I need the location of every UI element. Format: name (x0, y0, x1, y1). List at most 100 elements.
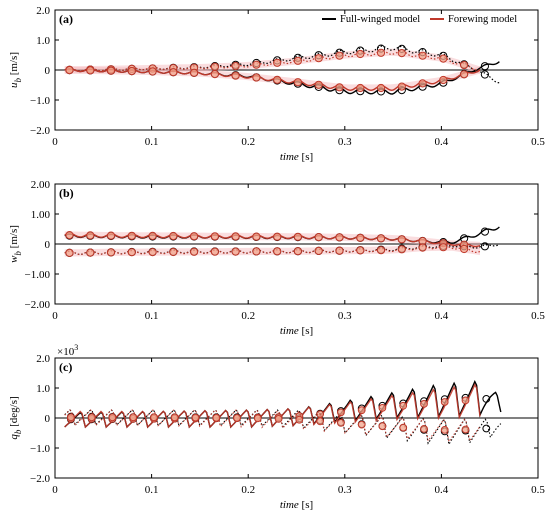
x-axis-label-main: time (280, 499, 299, 511)
marker-full_dotted (482, 424, 491, 433)
x-tick-label: 0.5 (531, 310, 545, 322)
marker-fore_lower (127, 248, 136, 257)
marker-fore_upper (252, 232, 261, 241)
y-axis-label-sub: b (13, 429, 23, 434)
x-tick-label: 0.2 (241, 484, 255, 496)
marker-fore_lower (252, 247, 261, 256)
x-tick-label: 0.4 (435, 310, 449, 322)
marker-fore_dotted (212, 413, 221, 422)
y-axis-label-sub: b (13, 77, 23, 82)
panel-b: 0 0.1 0.2 0.3 0.4 0.5 −2.00 −1.00 0 1.00 2.00 time … (8, 179, 545, 337)
y-tick-label: −2.0 (30, 473, 50, 485)
marker-fore_solid (399, 401, 408, 410)
marker-fore_solid (378, 404, 387, 412)
y-tick-label: −2.00 (25, 299, 51, 311)
marker-fore_upper (86, 231, 95, 240)
marker-fore_upper (293, 232, 302, 241)
marker-fore_lower (418, 79, 427, 88)
marker-fore_dotted (150, 413, 158, 422)
marker-fore_dotted (357, 420, 366, 429)
marker-fore_upper (210, 232, 219, 241)
panel-c: 0 0.1 0.2 0.3 0.4 0.5 −2.0 −1.0 0 1.0 2.0 time [s] q… (8, 343, 545, 511)
y-tick-label: 2.0 (36, 353, 50, 365)
x-tick-label: 0 (52, 310, 58, 322)
x-tick-label: 0.3 (338, 136, 352, 148)
marker-fore_lower (376, 83, 386, 93)
marker-fore_upper (356, 233, 365, 242)
y-tick-label: −1.0 (30, 95, 50, 107)
marker-fore_upper (335, 233, 344, 242)
marker-fore_dotted (399, 423, 408, 432)
x-axis-label: time [s] (280, 499, 313, 511)
marker-fore_dotted (274, 415, 283, 423)
marker-fore_lower (169, 68, 178, 77)
uncertainty-band (64, 243, 480, 257)
marker-fore_upper (314, 54, 323, 63)
marker-fore_lower (210, 247, 219, 256)
marker-fore_upper (65, 231, 74, 240)
marker-fore_dotted (253, 414, 262, 423)
panel-a: 0 0.1 0.2 0.3 0.4 0.5 −2.0 −1.0 0 1.0 2.0 time [s] u… (8, 5, 545, 163)
y-tick-label: −1.00 (25, 269, 51, 281)
y-multiplier: ×103 (57, 343, 78, 358)
marker-fore_upper (231, 61, 240, 71)
marker-fore_dotted (440, 426, 449, 434)
panel-tag: (b) (59, 186, 74, 200)
marker-fore_dotted (316, 417, 325, 426)
marker-fore_solid (337, 408, 345, 417)
marker-fore_upper (460, 61, 469, 70)
marker-fore_lower (356, 246, 365, 255)
marker-fore_lower (273, 75, 282, 84)
marker-fore_lower (190, 68, 199, 77)
marker-fore_lower (65, 248, 74, 257)
marker-fore_upper (376, 234, 386, 243)
marker-fore_upper (418, 51, 427, 60)
x-tick-label: 0.3 (338, 310, 352, 322)
marker-fore_lower (127, 67, 136, 76)
marker-fore_upper (439, 54, 448, 63)
marker-fore_upper (210, 62, 219, 72)
marker-fore_lower (65, 66, 74, 75)
marker-fore_upper (293, 56, 302, 65)
y-tick-label: −1.0 (30, 443, 50, 455)
marker-fore_lower (86, 248, 95, 257)
marker-fore_dotted (461, 425, 470, 434)
marker-fore_lower (335, 83, 344, 92)
y-tick-label: 2.00 (31, 179, 51, 191)
marker-fore_solid (461, 396, 470, 405)
y-tick-label: 0 (45, 65, 51, 77)
marker-fore_upper (335, 51, 344, 60)
marker-fore_dotted (170, 413, 179, 422)
series-line-full_lower (64, 243, 500, 255)
y-multiplier-base: ×10 (57, 346, 75, 358)
y-multiplier-exp: 3 (74, 343, 78, 352)
marker-fore_upper (106, 231, 116, 240)
x-tick-label: 0.2 (241, 136, 255, 148)
marker-fore_lower (439, 243, 448, 252)
marker-fore_solid (420, 400, 428, 408)
y-tick-label: 0 (45, 413, 51, 425)
marker-fore_lower (293, 78, 302, 87)
y-tick-label: 1.00 (31, 209, 51, 221)
marker-fore_lower (335, 246, 344, 255)
y-axis-label-main: u (8, 82, 20, 88)
marker-fore_lower (190, 247, 199, 256)
x-tick-label: 0.5 (531, 136, 545, 148)
marker-full_solid (482, 395, 491, 403)
marker-fore_dotted (191, 413, 200, 422)
marker-fore_upper (169, 231, 178, 241)
marker-fore_lower (106, 66, 116, 75)
x-tick-label: 0.4 (435, 136, 449, 148)
y-axis-label: qb [deg/s] (8, 396, 23, 439)
marker-fore_solid (357, 406, 366, 415)
x-axis-label: time [s] (280, 325, 313, 337)
marker-fore_upper (356, 49, 365, 59)
panel-tag: (c) (59, 360, 72, 374)
marker-fore_lower (418, 243, 427, 252)
legend-label-fore: Forewing model (448, 14, 517, 25)
marker-fore_lower (397, 245, 406, 254)
x-axis-label-main: time (280, 151, 299, 163)
plot-area (64, 44, 500, 96)
marker-fore_lower (460, 70, 469, 79)
